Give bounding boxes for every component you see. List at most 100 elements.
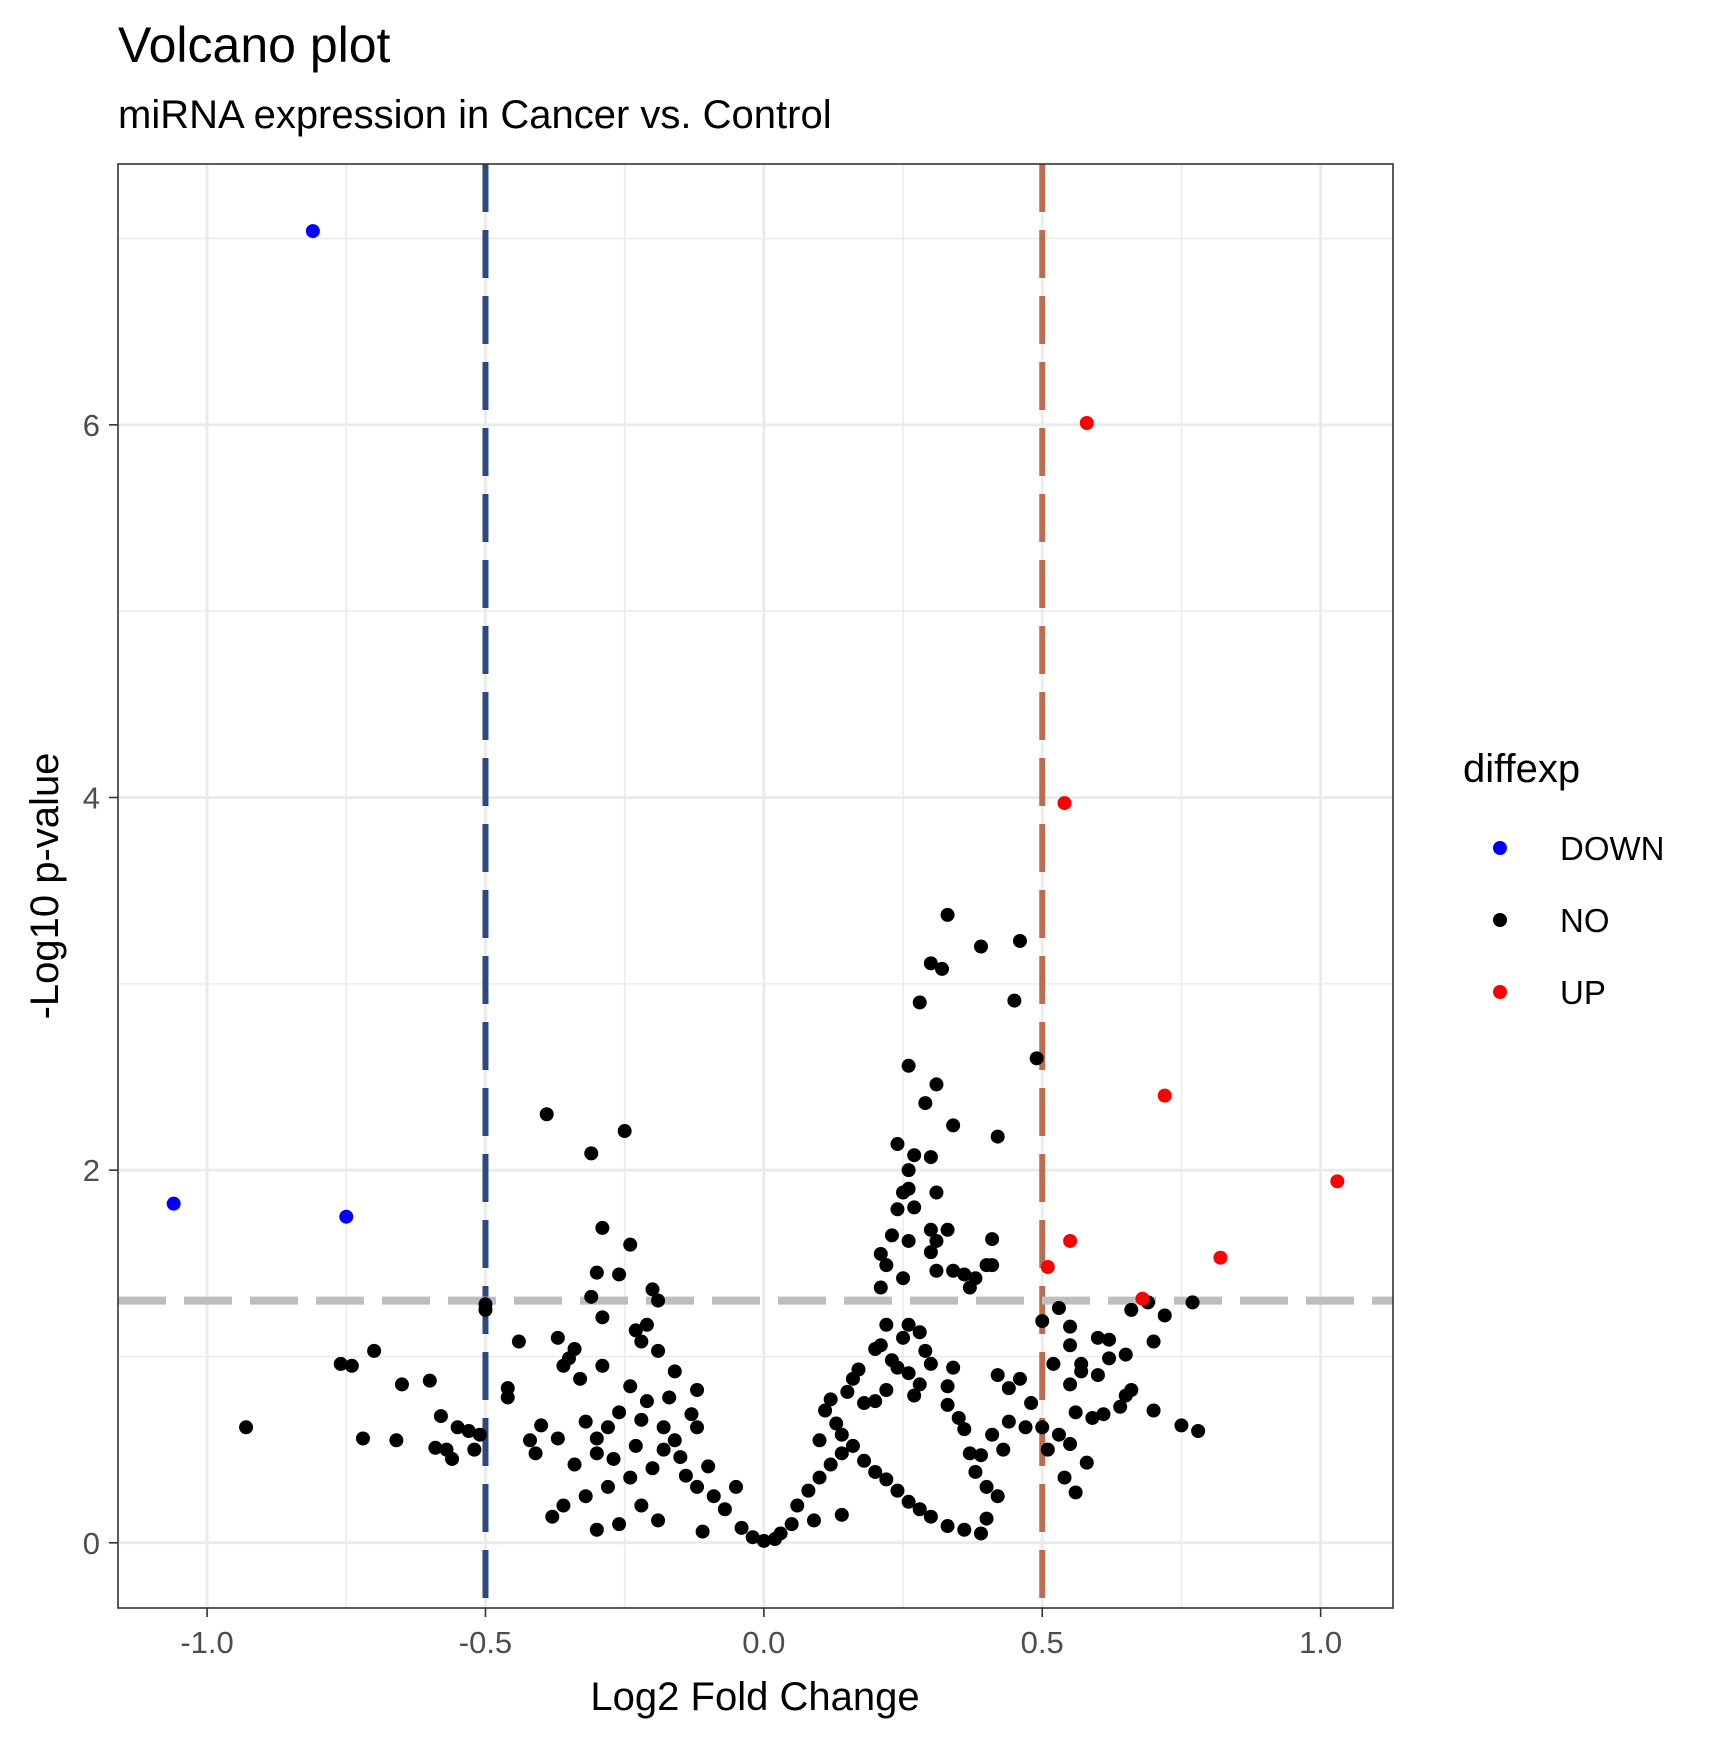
point-no	[1185, 1295, 1200, 1310]
point-no	[634, 1412, 649, 1427]
point-no	[628, 1323, 643, 1338]
point-no	[651, 1513, 666, 1528]
point-no	[1057, 1470, 1072, 1485]
point-no	[1096, 1407, 1111, 1422]
point-no	[612, 1267, 627, 1282]
point-no	[979, 1479, 994, 1494]
point-no	[901, 1181, 916, 1196]
point-no	[612, 1517, 627, 1532]
point-no	[901, 1233, 916, 1248]
y-axis-ticks: 0 2 4 6	[83, 408, 118, 1561]
point-no	[879, 1258, 894, 1273]
point-no	[651, 1293, 666, 1308]
point-no	[1146, 1334, 1161, 1349]
point-no	[990, 1489, 1005, 1504]
point-down	[166, 1196, 181, 1211]
point-no	[879, 1317, 894, 1332]
point-up	[1157, 1088, 1172, 1103]
point-no	[584, 1146, 599, 1161]
point-no	[667, 1433, 682, 1448]
y-tick-label: 6	[83, 408, 100, 443]
point-no	[695, 1524, 710, 1539]
point-no	[623, 1237, 638, 1252]
point-no	[1012, 933, 1027, 948]
point-up	[1079, 415, 1094, 430]
point-no	[706, 1489, 721, 1504]
point-no	[678, 1468, 693, 1483]
point-no	[929, 1233, 944, 1248]
point-no	[355, 1431, 370, 1446]
point-no	[1024, 1396, 1039, 1411]
point-no	[985, 1427, 1000, 1442]
point-no	[394, 1377, 409, 1392]
point-no	[918, 1096, 933, 1111]
point-no	[584, 1289, 599, 1304]
point-no	[684, 1407, 699, 1422]
point-no	[1051, 1301, 1066, 1316]
point-no	[534, 1418, 549, 1433]
point-no	[1051, 1427, 1066, 1442]
point-no	[879, 1383, 894, 1398]
x-axis-title: Log2 Fold Change	[590, 1675, 919, 1719]
point-no	[901, 1317, 916, 1332]
y-tick-label: 2	[83, 1153, 100, 1188]
point-no	[511, 1334, 526, 1349]
point-no	[923, 956, 938, 971]
point-no	[500, 1381, 515, 1396]
point-no	[667, 1364, 682, 1379]
point-no	[940, 1222, 955, 1237]
point-no	[935, 961, 950, 976]
point-no	[550, 1330, 565, 1345]
point-no	[1157, 1308, 1172, 1323]
point-no	[729, 1479, 744, 1494]
point-no	[845, 1371, 860, 1386]
point-no	[1118, 1347, 1133, 1362]
point-no	[857, 1453, 872, 1468]
x-tick-label: -1.0	[180, 1625, 233, 1660]
point-no	[1079, 1455, 1094, 1470]
point-no	[623, 1470, 638, 1485]
reference-lines	[118, 164, 1393, 1608]
point-no	[940, 1519, 955, 1534]
point-no	[890, 1483, 905, 1498]
point-no	[550, 1431, 565, 1446]
y-axis-title: -Log10 p-value	[23, 753, 67, 1020]
point-no	[823, 1392, 838, 1407]
point-no	[701, 1459, 716, 1474]
chart-subtitle: miRNA expression in Cancer vs. Control	[118, 93, 832, 137]
point-no	[645, 1461, 660, 1476]
point-no	[1035, 1420, 1050, 1435]
point-no	[756, 1533, 771, 1548]
point-no	[868, 1394, 883, 1409]
point-no	[929, 1263, 944, 1278]
point-no	[868, 1464, 883, 1479]
point-no	[1068, 1485, 1083, 1500]
point-no	[923, 1509, 938, 1524]
legend-label-no: NO	[1560, 902, 1610, 939]
point-no	[1001, 1381, 1016, 1396]
point-no	[1018, 1420, 1033, 1435]
point-no	[589, 1431, 604, 1446]
point-no	[918, 1343, 933, 1358]
point-no	[890, 1202, 905, 1217]
legend-key-up	[1493, 985, 1507, 999]
point-no	[896, 1330, 911, 1345]
point-no	[344, 1358, 359, 1373]
point-no	[1063, 1377, 1078, 1392]
point-no	[923, 1222, 938, 1237]
point-no	[656, 1442, 671, 1457]
legend-item-down: DOWN	[1493, 830, 1664, 867]
point-no	[239, 1420, 254, 1435]
point-no	[901, 1366, 916, 1381]
point-no	[951, 1410, 966, 1425]
point-up	[1213, 1250, 1228, 1265]
point-no	[617, 1124, 632, 1139]
point-no	[767, 1532, 782, 1547]
plot-panel	[117, 163, 1394, 1609]
point-no	[595, 1358, 610, 1373]
x-tick-label: 0.5	[1021, 1625, 1064, 1660]
point-no	[901, 1058, 916, 1073]
point-no	[912, 1325, 927, 1340]
point-no	[929, 1185, 944, 1200]
